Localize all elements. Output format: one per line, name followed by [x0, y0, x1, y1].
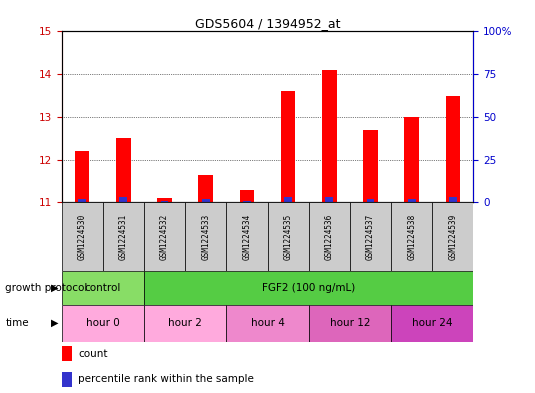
Text: GSM1224532: GSM1224532	[160, 214, 169, 260]
Bar	[62, 346, 72, 361]
Bar	[62, 305, 144, 342]
Bar	[322, 70, 337, 202]
Text: GSM1224534: GSM1224534	[242, 214, 251, 260]
Bar	[309, 202, 350, 271]
Text: GSM1224533: GSM1224533	[201, 214, 210, 260]
Bar	[366, 199, 374, 202]
Bar	[391, 305, 473, 342]
Text: time: time	[5, 318, 29, 328]
Bar	[144, 305, 226, 342]
Bar	[243, 201, 251, 202]
Text: GSM1224539: GSM1224539	[448, 214, 457, 260]
Bar	[391, 202, 432, 271]
Text: GSM1224531: GSM1224531	[119, 214, 128, 260]
Bar	[198, 174, 213, 202]
Text: hour 24: hour 24	[412, 318, 453, 328]
Bar	[226, 202, 268, 271]
Text: growth protocol: growth protocol	[5, 283, 88, 293]
Bar	[103, 202, 144, 271]
Text: GSM1224537: GSM1224537	[366, 214, 375, 260]
Text: ▶: ▶	[51, 318, 59, 328]
Text: hour 0: hour 0	[86, 318, 120, 328]
Text: hour 2: hour 2	[168, 318, 202, 328]
Bar	[268, 202, 309, 271]
Bar	[281, 91, 295, 202]
Text: hour 4: hour 4	[250, 318, 285, 328]
Bar	[78, 199, 86, 202]
Text: ▶: ▶	[51, 283, 59, 293]
Bar	[432, 202, 473, 271]
Bar	[240, 189, 254, 202]
Text: percentile rank within the sample: percentile rank within the sample	[78, 374, 254, 384]
Bar	[62, 271, 144, 305]
Bar	[62, 371, 72, 387]
Bar	[404, 117, 419, 202]
Bar	[408, 199, 416, 202]
Bar	[446, 95, 460, 202]
Bar	[119, 197, 127, 202]
Bar	[144, 271, 473, 305]
Bar	[449, 197, 457, 202]
Bar	[62, 202, 103, 271]
Bar	[160, 201, 169, 202]
Bar	[284, 197, 292, 202]
Bar	[226, 305, 309, 342]
Title: GDS5604 / 1394952_at: GDS5604 / 1394952_at	[195, 17, 340, 30]
Text: control: control	[85, 283, 121, 293]
Text: count: count	[78, 349, 108, 359]
Bar	[309, 305, 391, 342]
Bar	[116, 138, 131, 202]
Text: GSM1224530: GSM1224530	[78, 214, 87, 260]
Bar	[144, 202, 185, 271]
Text: GSM1224535: GSM1224535	[284, 214, 293, 260]
Text: GSM1224536: GSM1224536	[325, 214, 334, 260]
Bar	[185, 202, 226, 271]
Bar	[325, 197, 333, 202]
Bar	[350, 202, 391, 271]
Text: hour 12: hour 12	[330, 318, 370, 328]
Bar	[157, 198, 172, 202]
Text: GSM1224538: GSM1224538	[407, 214, 416, 260]
Bar	[75, 151, 89, 202]
Text: FGF2 (100 ng/mL): FGF2 (100 ng/mL)	[262, 283, 355, 293]
Bar	[363, 130, 378, 202]
Bar	[202, 199, 210, 202]
